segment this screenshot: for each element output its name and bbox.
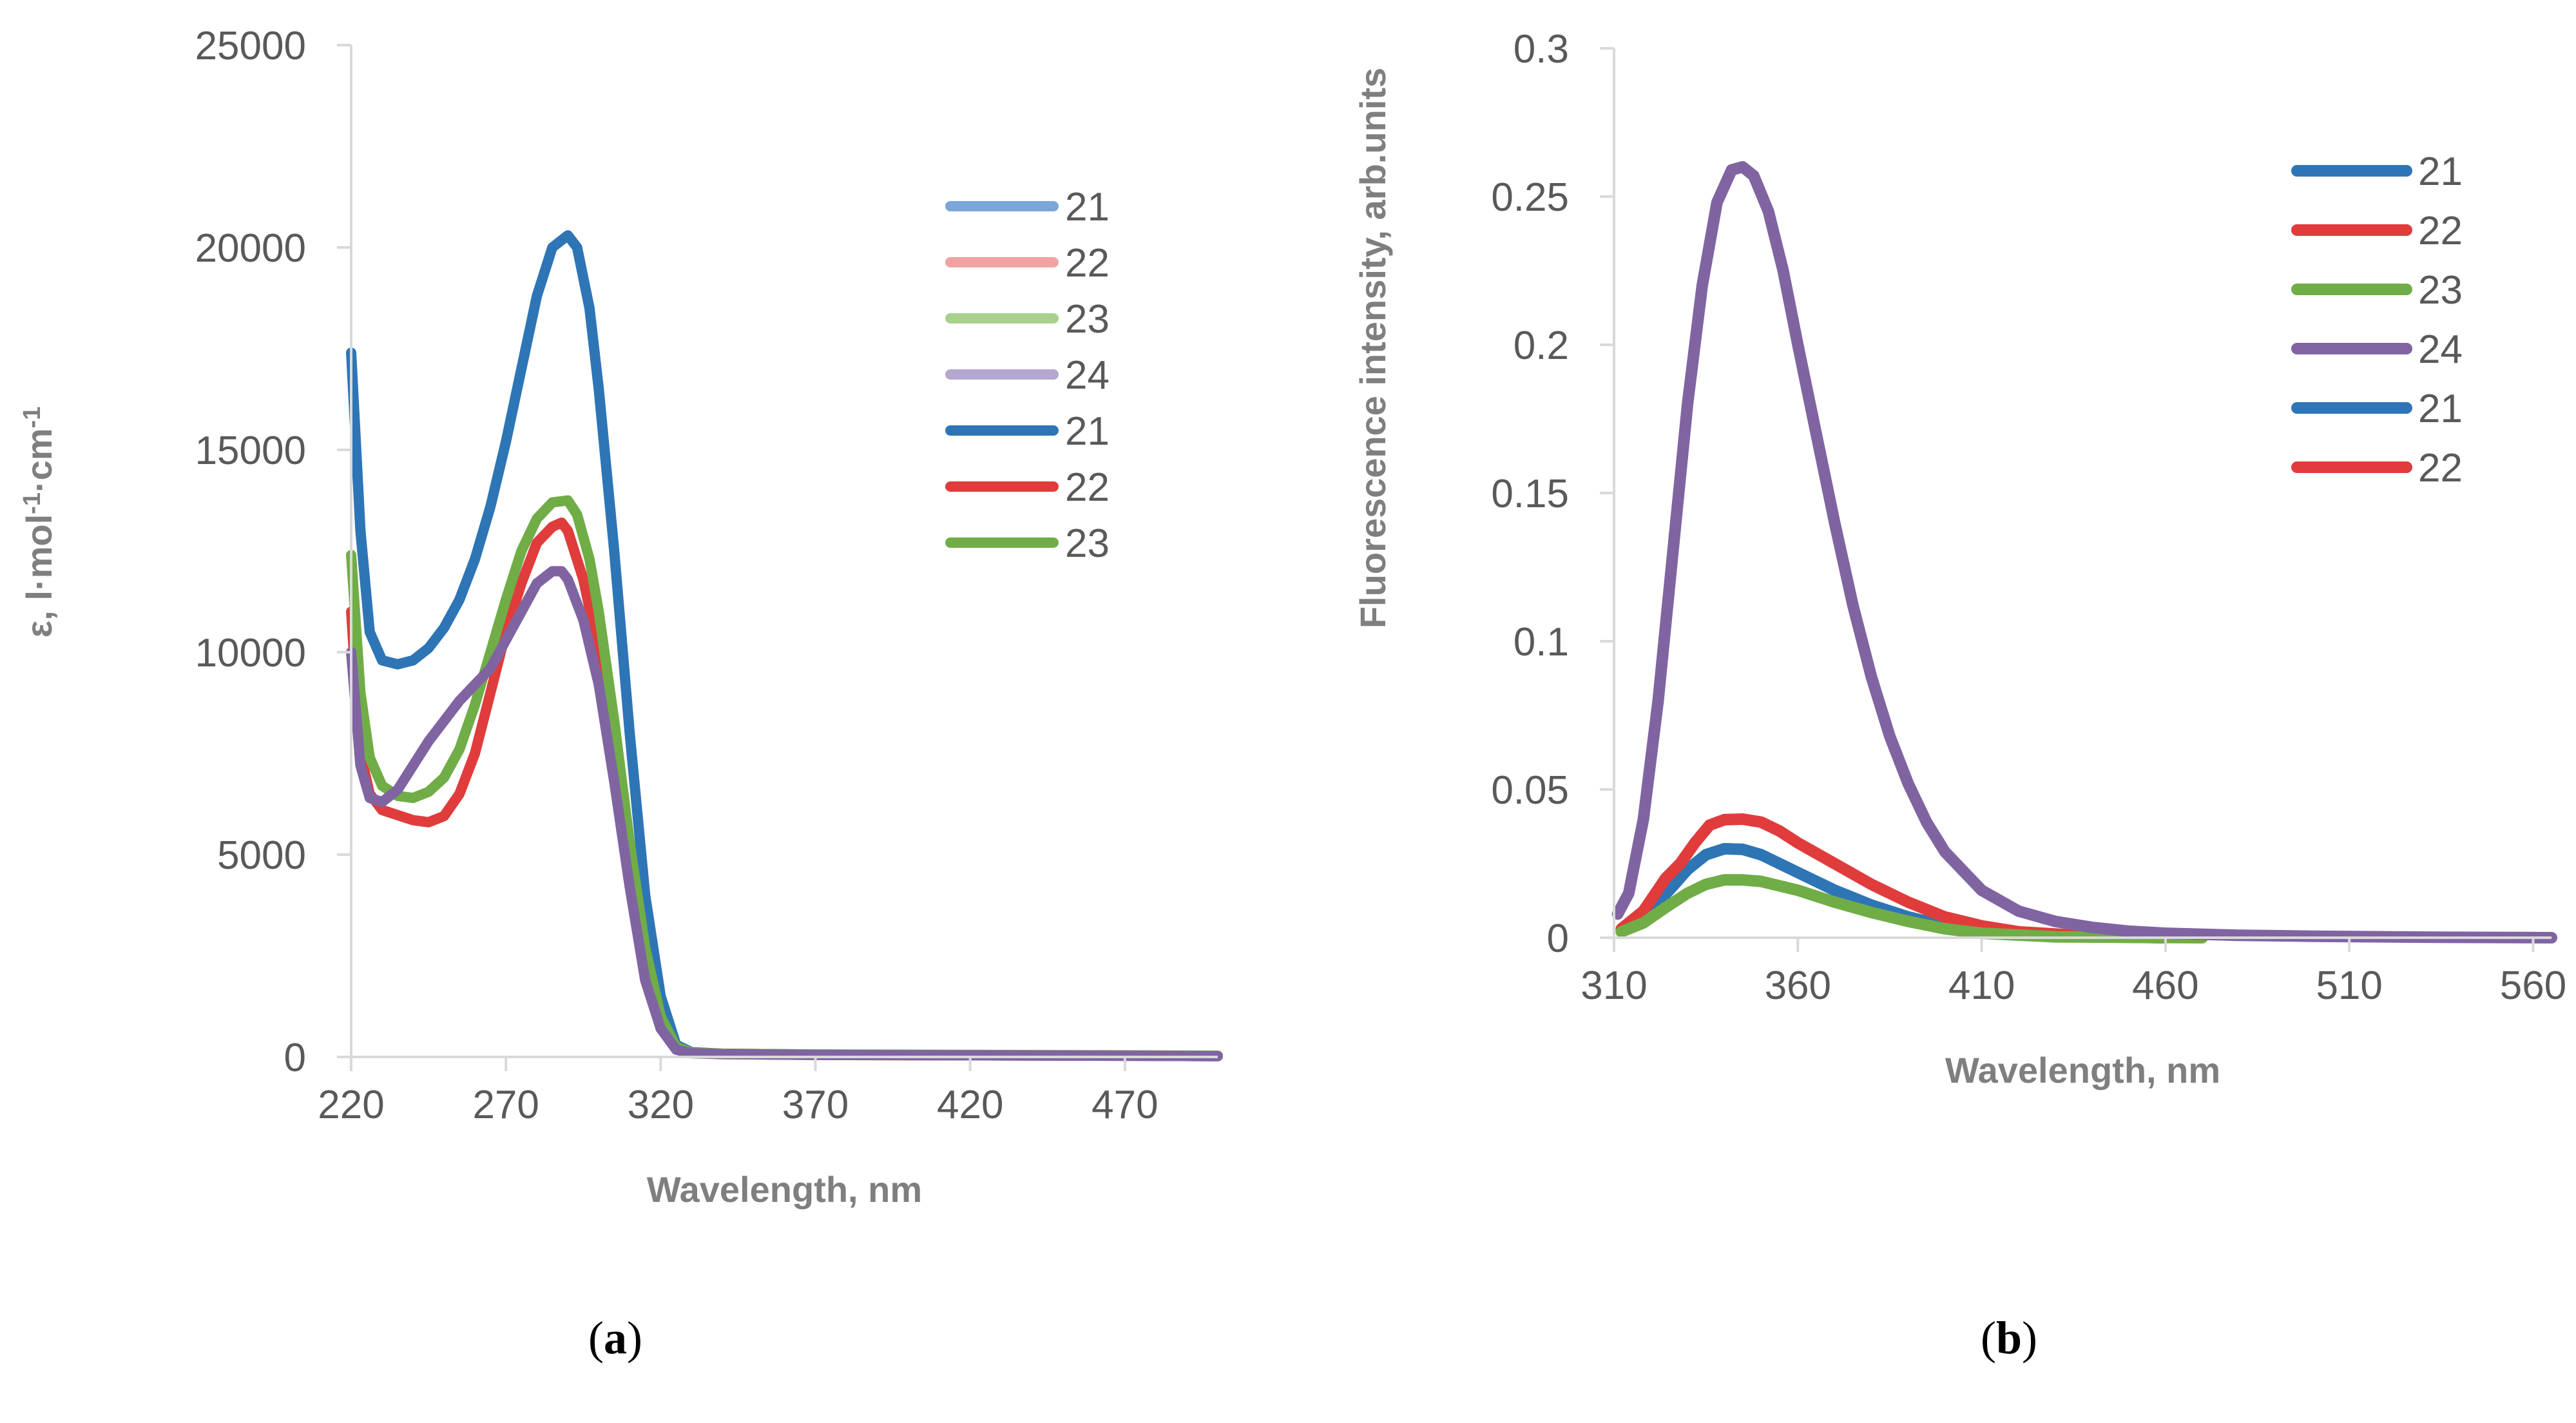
x-tick-label: 560 xyxy=(2500,963,2566,1008)
legend-label: 21 xyxy=(2418,150,2463,194)
y-tick-label: 0.1 xyxy=(1514,620,1569,664)
x-tick-label: 320 xyxy=(628,1083,694,1127)
legend-label: 21 xyxy=(1065,409,1110,454)
panel-a-chart: 220 270 320 370 420 470 0 5000 10000 15000 20000 2… xyxy=(19,24,1223,1210)
x-tick-label: 310 xyxy=(1581,963,1647,1008)
legend-label: 23 xyxy=(1065,297,1110,342)
series-line-22 xyxy=(1615,813,2171,944)
x-tick-label: 420 xyxy=(937,1083,1003,1127)
x-tick-label: 470 xyxy=(1091,1083,1158,1127)
legend-label: 21 xyxy=(1065,185,1110,229)
series-line-24 xyxy=(1611,161,2557,944)
y-tick-label: 25000 xyxy=(195,24,306,68)
y-tick-label: 10000 xyxy=(195,631,306,675)
legend-label: 22 xyxy=(2418,446,2463,490)
y-tick-label: 0.25 xyxy=(1491,175,1569,220)
x-tick-label: 270 xyxy=(472,1083,539,1127)
y-tick-label: 0 xyxy=(284,1036,306,1080)
y-tick-label: 15000 xyxy=(195,429,306,473)
x-tick-label: 410 xyxy=(1948,963,2015,1008)
y-tick-label: 0.15 xyxy=(1491,472,1569,516)
y-tick-label: 0.05 xyxy=(1491,768,1569,813)
y-tick-label: 0.2 xyxy=(1514,324,1569,368)
x-tick-label: 460 xyxy=(2132,963,2198,1008)
y-tick-label: 20000 xyxy=(195,226,306,271)
legend-label: 24 xyxy=(1065,353,1110,398)
x-tick-label: 510 xyxy=(2316,963,2382,1008)
series-line-24 xyxy=(346,566,1223,1061)
x-tick-label: 360 xyxy=(1765,963,1831,1008)
y-tick-label: 5000 xyxy=(217,833,306,878)
legend-label: 22 xyxy=(1065,465,1110,510)
y-tick-label: 0.3 xyxy=(1514,27,1569,72)
panel-a-x-axis-title: Wavelength, nm xyxy=(647,1169,922,1210)
series-line-23 xyxy=(1615,874,2208,944)
legend-label: 23 xyxy=(1065,521,1110,566)
panel-a-y-axis-title: ε, l·mol-1·cm-1 xyxy=(19,407,59,638)
legend-label: 21 xyxy=(2418,387,2463,431)
y-tick-label: 0 xyxy=(1547,916,1569,961)
x-tick-label: 220 xyxy=(318,1083,384,1127)
legend-label: 22 xyxy=(2418,209,2463,253)
series-line-22 xyxy=(346,518,1223,1061)
panel-b-chart: 310 360 410 460 510 560 0 0.05 0.1 0.15 0.2 0.25 0.… xyxy=(1352,27,2566,1090)
panel-b-y-axis-title: Fluorescence intensity, arb.units xyxy=(1352,68,1393,628)
x-tick-label: 370 xyxy=(782,1083,849,1127)
panel-a-label: (a) xyxy=(588,1312,642,1364)
legend-label: 22 xyxy=(1065,241,1110,286)
series-line-23 xyxy=(346,495,1223,1061)
panel-b-label: (b) xyxy=(1981,1312,2037,1364)
legend-label: 24 xyxy=(2418,327,2463,372)
panel-b-x-axis-title: Wavelength, nm xyxy=(1945,1050,2220,1090)
legend-label: 23 xyxy=(2418,268,2463,313)
